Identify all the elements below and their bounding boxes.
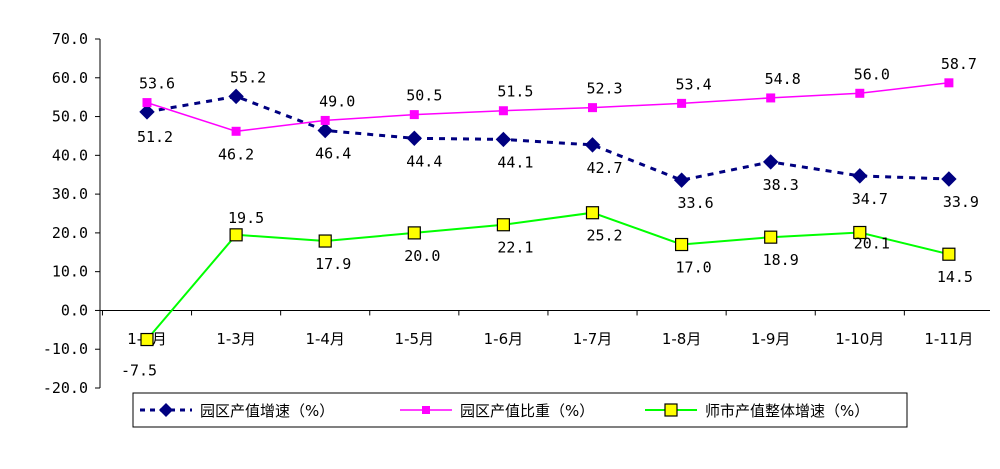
series-2-point — [409, 110, 419, 120]
data-label: -7.5 — [121, 362, 157, 380]
data-label: 17.9 — [315, 255, 351, 273]
y-tick-label: -20.0 — [43, 379, 88, 397]
series-line-3 — [146, 211, 950, 341]
series-1-point — [584, 137, 601, 153]
x-tick-label: 1-9月 — [751, 330, 791, 348]
x-tick-label: 1-10月 — [835, 330, 884, 348]
x-tick-label: 1-11月 — [924, 330, 973, 348]
series-2-point — [588, 103, 597, 113]
series-1-point — [673, 172, 690, 188]
series-3-point — [853, 225, 867, 240]
legend-label-2: 园区产值比重（%） — [460, 402, 594, 420]
data-label: 19.5 — [228, 209, 264, 227]
data-label: 50.5 — [406, 87, 442, 105]
legend-label-3: 师市产值整体增速（%） — [705, 402, 869, 420]
series-3-point — [585, 206, 600, 220]
series-2-point — [320, 115, 330, 125]
series-1-point — [317, 122, 333, 139]
data-label: 56.0 — [854, 65, 890, 83]
data-label: 22.1 — [497, 239, 533, 257]
x-tick-label: 1-5月 — [395, 330, 435, 348]
data-labels: 51.2 55.2 46.4 44.4 44.1 42.7 33.6 38.3 34.7 33.9… — [121, 55, 979, 380]
y-tick-label: 40.0 — [52, 146, 88, 164]
data-label: 51.2 — [137, 128, 173, 146]
series-1-point — [228, 88, 244, 105]
series-3-point — [496, 218, 510, 232]
y-tick-label: 70.0 — [52, 30, 88, 48]
series-line-2 — [146, 82, 949, 133]
data-label: 18.9 — [763, 251, 799, 269]
y-tick-label: 60.0 — [52, 69, 88, 87]
data-label: 20.0 — [404, 247, 440, 265]
series-1-point — [139, 104, 155, 120]
series-3-point — [229, 228, 243, 242]
series-line-1 — [146, 94, 949, 182]
series-2-point — [231, 126, 241, 136]
series-3-point — [318, 234, 332, 248]
legend: 园区产值增速（%） 园区产值比重（%） 师市产值整体增速（%） — [132, 392, 908, 428]
series-1-point — [762, 154, 779, 170]
y-tick-label: 10.0 — [52, 263, 88, 281]
data-label: 53.6 — [139, 75, 175, 93]
y-tick-label: 30.0 — [52, 185, 88, 203]
data-label: 53.4 — [676, 75, 712, 93]
x-tick-label: 1-6月 — [484, 330, 524, 348]
y-tick-label: -10.0 — [43, 340, 88, 358]
legend-marker-3 — [664, 403, 678, 417]
data-label: 49.0 — [319, 92, 355, 110]
y-tick-label: 50.0 — [52, 108, 88, 126]
series-markers — [139, 78, 957, 347]
data-label: 14.5 — [937, 268, 973, 286]
data-label: 54.8 — [765, 70, 801, 88]
series-1-point — [495, 131, 512, 148]
data-label: 20.1 — [854, 235, 890, 253]
series-1-point — [852, 168, 868, 184]
data-label: 55.2 — [230, 68, 266, 86]
series-lines — [146, 82, 950, 341]
legend-box — [132, 392, 908, 428]
data-label: 25.2 — [586, 227, 622, 245]
data-label: 46.2 — [218, 145, 254, 163]
x-tick-label: 1-8月 — [662, 330, 702, 348]
series-3-point — [764, 230, 778, 244]
data-label: 33.9 — [943, 193, 979, 211]
series-2-point — [498, 106, 508, 116]
series-3-point — [942, 247, 956, 261]
data-label: 44.1 — [497, 153, 533, 171]
data-label: 42.7 — [586, 159, 622, 177]
y-tick-label: 20.0 — [52, 224, 88, 242]
series-3-point — [674, 237, 689, 252]
y-tick-label: 0.0 — [61, 301, 88, 319]
series-2-point — [855, 88, 865, 98]
data-label: 34.7 — [852, 190, 888, 208]
data-label: 58.7 — [941, 55, 977, 73]
x-tick-label: 1-7月 — [573, 330, 613, 348]
series-2-point — [766, 93, 776, 103]
x-tick-label: 1-3月 — [216, 330, 256, 348]
series-2-point — [142, 98, 152, 108]
legend-marker-1 — [159, 403, 173, 417]
x-tick-label: 1-4月 — [305, 330, 345, 348]
data-label: 52.3 — [586, 80, 622, 98]
data-label: 38.3 — [763, 176, 799, 194]
series-2-point — [677, 98, 687, 108]
series-3-point — [140, 332, 154, 347]
legend-marker-2 — [422, 406, 430, 414]
data-label: 33.6 — [678, 194, 714, 212]
data-label: 17.0 — [676, 259, 712, 277]
legend-label-1: 园区产值增速（%） — [200, 402, 334, 420]
series-3-point — [407, 226, 421, 240]
series-2-point — [944, 78, 954, 88]
data-label: 51.5 — [497, 83, 533, 101]
data-label: 46.4 — [315, 145, 351, 163]
series-1-point — [941, 171, 957, 187]
series-1-point — [406, 130, 423, 146]
data-label: 44.4 — [406, 152, 442, 170]
